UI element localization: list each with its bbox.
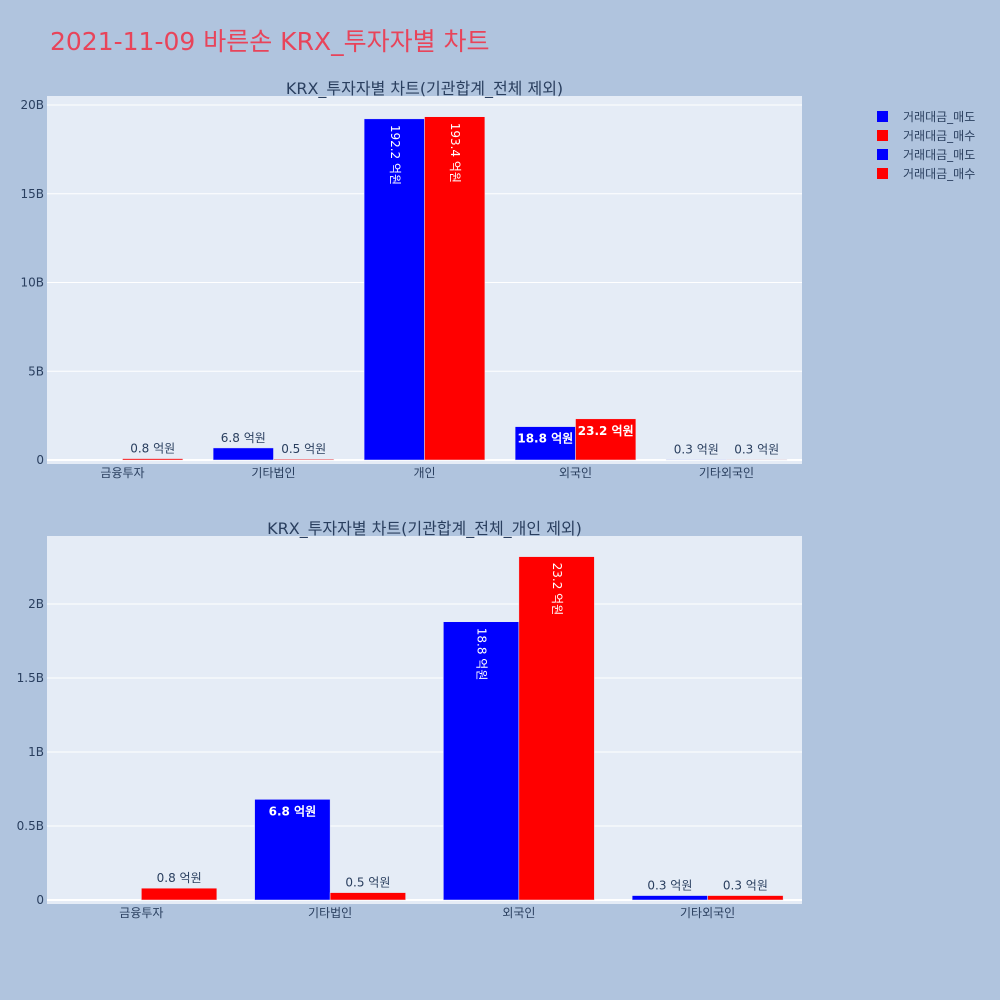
- x-tick-label: 기타외국인: [699, 466, 754, 480]
- data-label: 23.2 억원: [550, 563, 564, 616]
- bar-sell: [363, 118, 425, 461]
- data-label: 18.8 억원: [475, 628, 489, 681]
- data-label: 0.5 억원: [345, 876, 390, 890]
- x-tick-label: 금융투자: [119, 906, 163, 920]
- y-tick-label: 1.5B: [17, 671, 44, 685]
- data-label: 0.3 억원: [674, 442, 719, 456]
- y-tick-label: 10B: [20, 276, 44, 290]
- legend-swatch-sell: [877, 111, 888, 122]
- plot-area-1: [47, 536, 802, 904]
- y-tick-label: 0: [36, 893, 44, 907]
- y-tick-label: 15B: [20, 187, 44, 201]
- bar-buy: [141, 887, 218, 901]
- x-tick-label: 외국인: [502, 906, 535, 920]
- legend-label: 거래대금_매도: [903, 110, 976, 124]
- legend-label: 거래대금_매수: [903, 129, 976, 143]
- y-tick-label: 5B: [28, 364, 44, 378]
- y-tick-label: 20B: [20, 98, 44, 112]
- legend[interactable]: 거래대금_매도 거래대금_매수 거래대금_매도 거래대금_매수: [877, 107, 975, 183]
- data-label: 193.4 억원: [448, 123, 462, 183]
- data-label: 0.8 억원: [130, 442, 175, 456]
- y-tick-label: 0: [36, 453, 44, 467]
- bar-buy: [329, 892, 406, 901]
- legend-swatch-buy: [877, 130, 888, 141]
- bar-sell: [254, 799, 331, 901]
- x-tick-label: 금융투자: [100, 466, 144, 480]
- x-tick-label: 기타법인: [251, 466, 295, 480]
- data-label: 0.3 억원: [647, 879, 692, 893]
- legend-label: 거래대금_매도: [903, 148, 976, 162]
- legend-swatch-buy: [877, 168, 888, 179]
- bar-buy: [575, 418, 637, 461]
- data-label: 6.8 억원: [221, 431, 266, 445]
- bar-buy: [424, 116, 486, 461]
- bar-sell: [665, 459, 727, 461]
- bar-sell: [514, 426, 576, 461]
- legend-item-sell-2[interactable]: 거래대금_매도: [877, 145, 975, 164]
- bar-buy: [122, 458, 184, 461]
- data-label: 18.8 억원: [517, 432, 573, 446]
- legend-label: 거래대금_매수: [903, 167, 976, 181]
- legend-item-buy-2[interactable]: 거래대금_매수: [877, 164, 975, 183]
- x-tick-label: 외국인: [559, 466, 592, 480]
- legend-swatch-sell: [877, 149, 888, 160]
- bar-sell: [631, 895, 708, 901]
- y-tick-label: 1B: [28, 745, 44, 759]
- data-label: 0.3 억원: [723, 879, 768, 893]
- data-label: 0.8 억원: [157, 871, 202, 885]
- y-tick-label: 0.5B: [17, 819, 44, 833]
- bar-buy: [518, 556, 595, 901]
- chart-title: KRX_투자자별 차트(기관합계_전체_개인 제외): [267, 519, 582, 539]
- y-tick-label: 2B: [28, 597, 44, 611]
- x-tick-label: 기타외국인: [680, 906, 735, 920]
- bar-buy: [726, 459, 788, 461]
- legend-item-buy-1[interactable]: 거래대금_매수: [877, 126, 975, 145]
- data-label: 23.2 억원: [578, 424, 634, 438]
- x-tick-label: 개인: [413, 466, 435, 480]
- chart-title: KRX_투자자별 차트(기관합계_전체 제외): [286, 79, 563, 99]
- bar-buy: [273, 458, 335, 461]
- bar-sell: [212, 447, 274, 461]
- legend-item-sell-1[interactable]: 거래대금_매도: [877, 107, 975, 126]
- data-label: 192.2 억원: [388, 125, 402, 185]
- data-label: 0.5 억원: [281, 442, 326, 456]
- data-label: 6.8 억원: [269, 804, 317, 818]
- x-tick-label: 기타법인: [308, 906, 352, 920]
- bar-sell: [443, 621, 520, 901]
- data-label: 0.3 억원: [734, 442, 779, 456]
- page-title: 2021-11-09 바른손 KRX_투자자별 차트: [50, 27, 490, 56]
- bar-buy: [707, 895, 784, 901]
